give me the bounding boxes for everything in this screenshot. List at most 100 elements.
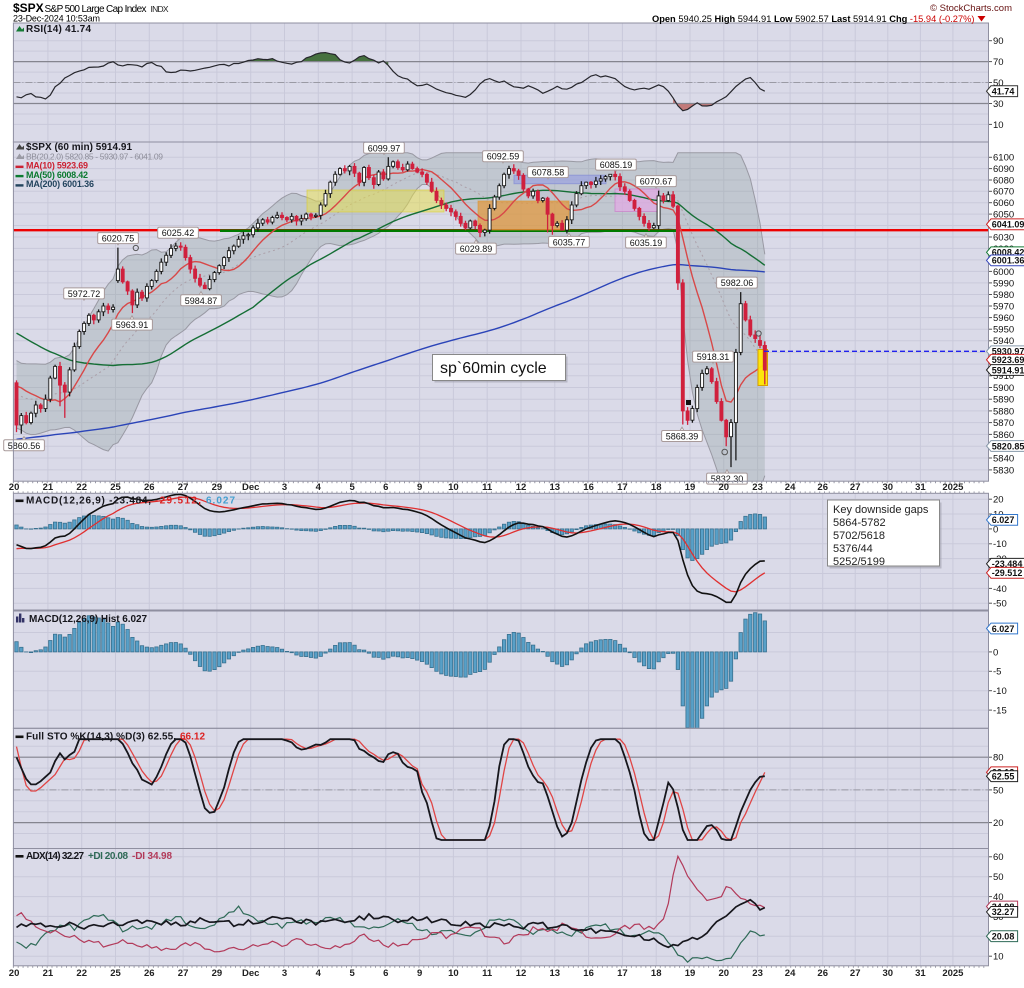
svg-text:62.55: 62.55	[992, 772, 1015, 782]
svg-text:6070: 6070	[993, 187, 1014, 198]
svg-text:5860.56: 5860.56	[8, 441, 41, 451]
svg-text:5864-5782: 5864-5782	[833, 517, 886, 529]
svg-text:-50: -50	[993, 599, 1007, 610]
svg-text:6041.09: 6041.09	[992, 220, 1024, 230]
svg-text:-29.512,: -29.512,	[155, 495, 201, 506]
svg-text:20: 20	[9, 968, 20, 979]
svg-text:80: 80	[993, 753, 1004, 764]
svg-text:RSI(14) 41.74: RSI(14) 41.74	[26, 24, 91, 35]
svg-text:4: 4	[316, 968, 322, 979]
svg-text:9: 9	[417, 482, 422, 493]
svg-text:10: 10	[993, 952, 1004, 963]
svg-text:+DI 20.08: +DI 20.08	[88, 851, 128, 862]
svg-text:23-Dec-2024 10:53am: 23-Dec-2024 10:53am	[13, 14, 100, 24]
svg-text:5984.87: 5984.87	[185, 296, 218, 306]
svg-text:19: 19	[685, 968, 696, 979]
svg-text:6029.89: 6029.89	[460, 244, 493, 254]
svg-text:17: 17	[617, 968, 628, 979]
svg-text:0: 0	[993, 647, 998, 658]
svg-text:sp`60min cycle: sp`60min cycle	[440, 360, 547, 377]
svg-text:20.08: 20.08	[992, 932, 1015, 942]
svg-text:20: 20	[719, 968, 730, 979]
svg-text:-15: -15	[993, 706, 1007, 717]
svg-text:31: 31	[915, 968, 926, 979]
svg-text:MACD(12,26,9) -23.484,: MACD(12,26,9) -23.484,	[26, 495, 151, 506]
svg-text:5820.85: 5820.85	[992, 441, 1024, 451]
svg-text:© StockCharts.com: © StockCharts.com	[930, 3, 1012, 14]
svg-text:25: 25	[110, 968, 121, 979]
svg-text:6085.19: 6085.19	[600, 160, 633, 170]
svg-text:27: 27	[178, 968, 189, 979]
svg-text:6.027: 6.027	[992, 515, 1015, 525]
svg-text:50: 50	[993, 785, 1004, 796]
svg-text:5870: 5870	[993, 418, 1014, 429]
svg-text:-29.512: -29.512	[992, 568, 1023, 578]
svg-text:5890: 5890	[993, 395, 1014, 406]
svg-text:6080: 6080	[993, 175, 1014, 186]
svg-text:5970: 5970	[993, 301, 1014, 312]
svg-text:6.027: 6.027	[992, 624, 1015, 634]
svg-text:5923.69: 5923.69	[992, 355, 1024, 365]
svg-text:6092.59: 6092.59	[487, 152, 520, 162]
svg-text:30: 30	[883, 968, 894, 979]
svg-text:6020.75: 6020.75	[102, 234, 135, 244]
svg-text:21: 21	[43, 968, 54, 979]
svg-text:5252/5199: 5252/5199	[833, 556, 885, 568]
svg-text:6100: 6100	[993, 153, 1014, 164]
svg-text:12: 12	[516, 968, 527, 979]
svg-text:5963.91: 5963.91	[116, 320, 149, 330]
svg-text:6001.36: 6001.36	[992, 256, 1024, 266]
svg-text:9: 9	[417, 968, 422, 979]
svg-text:5: 5	[349, 482, 355, 493]
svg-text:26: 26	[817, 968, 828, 979]
svg-text:MACD(12,26,9) Hist 6.027: MACD(12,26,9) Hist 6.027	[29, 614, 147, 625]
svg-text:5840: 5840	[993, 453, 1014, 464]
svg-text:5860: 5860	[993, 430, 1014, 441]
svg-text:6035.19: 6035.19	[630, 238, 663, 248]
svg-text:Dec: Dec	[242, 482, 259, 493]
svg-text:66.12: 66.12	[180, 732, 205, 743]
svg-text:60: 60	[993, 852, 1004, 863]
svg-text:4: 4	[316, 482, 322, 493]
svg-text:5880: 5880	[993, 406, 1014, 417]
svg-text:18: 18	[651, 968, 662, 979]
svg-text:70: 70	[993, 57, 1004, 68]
svg-text:5990: 5990	[993, 278, 1014, 289]
svg-text:6099.97: 6099.97	[368, 143, 401, 153]
svg-text:5868.39: 5868.39	[666, 432, 699, 442]
svg-text:5376/44: 5376/44	[833, 543, 873, 555]
svg-text:6030: 6030	[993, 232, 1014, 243]
svg-text:5914.91: 5914.91	[992, 365, 1024, 375]
svg-text:5950: 5950	[993, 325, 1014, 336]
svg-text:6: 6	[383, 968, 388, 979]
svg-text:6.027: 6.027	[206, 495, 235, 506]
svg-text:5918.31: 5918.31	[697, 352, 730, 362]
svg-text:13: 13	[550, 968, 561, 979]
svg-text:22: 22	[76, 968, 87, 979]
svg-text:32.27: 32.27	[992, 907, 1015, 917]
svg-text:6000: 6000	[993, 267, 1014, 278]
svg-text:26: 26	[144, 968, 155, 979]
svg-text:24: 24	[785, 968, 796, 979]
svg-text:23: 23	[752, 968, 763, 979]
svg-text:-40: -40	[993, 584, 1007, 595]
svg-text:Open 5940.25 High 5944.91 Low: Open 5940.25 High 5944.91 Low 5902.57 La…	[652, 14, 975, 24]
svg-text:5980: 5980	[993, 290, 1014, 301]
svg-text:6090: 6090	[993, 164, 1014, 175]
svg-text:5972.72: 5972.72	[68, 289, 101, 299]
svg-text:3: 3	[282, 482, 287, 493]
svg-text:Key downside gaps: Key downside gaps	[833, 504, 929, 516]
svg-text:90: 90	[993, 36, 1004, 47]
svg-text:3: 3	[282, 968, 287, 979]
svg-text:Full STO %K(14,3) %D(3) 62.55,: Full STO %K(14,3) %D(3) 62.55,	[26, 732, 176, 743]
svg-text:41.74: 41.74	[992, 87, 1015, 97]
svg-text:10: 10	[448, 968, 459, 979]
svg-text:6: 6	[383, 482, 388, 493]
svg-text:30: 30	[993, 99, 1004, 110]
svg-text:-10: -10	[993, 539, 1007, 550]
svg-text:5982.06: 5982.06	[721, 278, 754, 288]
svg-text:6070.67: 6070.67	[640, 177, 673, 187]
svg-text:5830: 5830	[993, 465, 1014, 476]
svg-text:2025: 2025	[942, 968, 964, 979]
svg-text:27: 27	[850, 482, 861, 493]
